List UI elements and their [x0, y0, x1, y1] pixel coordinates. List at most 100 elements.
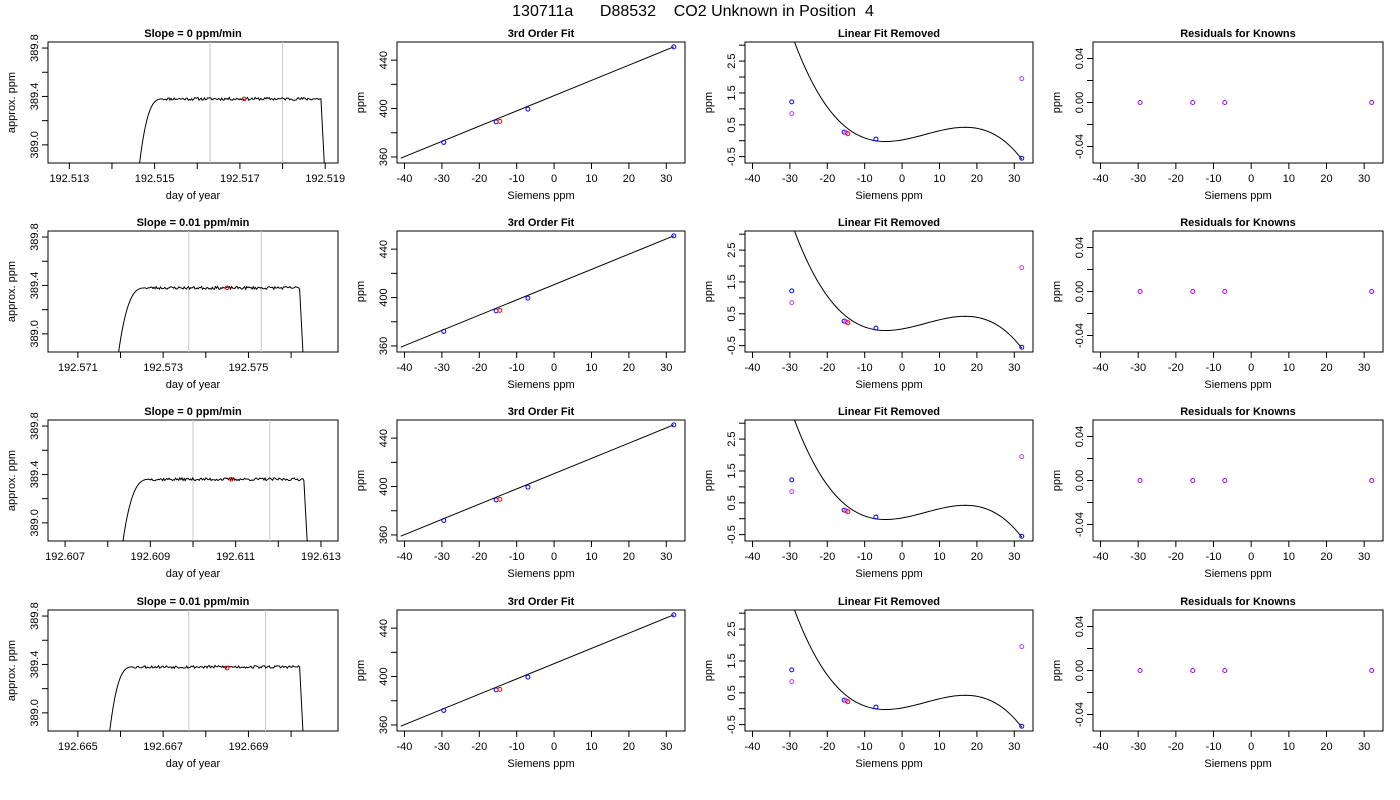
x-tick-label: -20	[819, 741, 835, 753]
panel-title: 3rd Order Fit	[508, 28, 575, 40]
x-tick-label: 192.667	[143, 741, 183, 753]
y-tick-label: 2.5	[726, 53, 738, 68]
y-tick-label: 1.5	[726, 274, 738, 289]
known-point	[441, 517, 447, 523]
plot-frame	[1092, 41, 1384, 164]
plot-area	[1137, 100, 1375, 105]
x-tick-label: -10	[1206, 741, 1222, 753]
x-tick-label: 20	[1320, 173, 1332, 185]
x-tick-label: 10	[1283, 362, 1295, 374]
panel-title: Residuals for Knowns	[1180, 217, 1296, 229]
x-tick-label: 30	[1358, 741, 1370, 753]
x-axis-label: Siemens ppm	[507, 758, 574, 770]
x-tick-label: -20	[1168, 173, 1184, 185]
known-point	[789, 288, 795, 294]
x-tick-label: 192.611	[216, 551, 255, 563]
plot-frame	[396, 609, 686, 732]
panel-2-1: 3rd Order Fit -40 -30 -20 -10 0 10 20 30 360 400 44…	[355, 406, 686, 580]
cubic-fit-curve	[793, 231, 1023, 349]
x-tick-label: 30	[1358, 551, 1370, 563]
y-tick-label: 0.04	[1074, 426, 1086, 447]
y-tick-label: 0.04	[1074, 616, 1086, 637]
x-tick-label: 30	[1008, 173, 1020, 185]
y-tick-label: 2.5	[726, 621, 738, 636]
x-tick-label: 20	[971, 741, 983, 753]
plot-area	[789, 420, 1025, 539]
panel-1-3: Residuals for Knowns -40 -30 -20 -10 0 10 20 30 -…	[1051, 217, 1384, 391]
plot-area	[789, 231, 1025, 350]
y-tick-label: 389.8	[29, 34, 41, 62]
panel-title: Slope = 0 ppm/min	[144, 406, 242, 418]
x-axis-label: Siemens ppm	[855, 379, 922, 391]
x-tick-label: 30	[1358, 173, 1370, 185]
plot-frame	[1092, 230, 1384, 353]
x-tick-label: -20	[819, 173, 835, 185]
known-point	[873, 704, 879, 710]
x-tick-label: -40	[397, 173, 413, 185]
x-tick-label: -40	[1093, 362, 1109, 374]
y-axis-label: approx. ppm	[6, 640, 18, 701]
y-tick-label: 389.0	[29, 699, 41, 727]
x-tick-label: 0	[551, 551, 557, 563]
panel-title: Linear Fit Removed	[838, 217, 940, 229]
x-tick-label: 0	[899, 362, 905, 374]
x-axis-label: Siemens ppm	[855, 568, 922, 580]
y-tick-label: 440	[378, 619, 390, 637]
residual-point	[1369, 668, 1375, 673]
panel-title: Linear Fit Removed	[838, 596, 940, 608]
panel-0-2: Linear Fit Removed -40 -30 -20 -10 0 10 20 30 -0.…	[703, 28, 1034, 202]
x-tick-label: -30	[1130, 173, 1146, 185]
y-tick-label: 2.5	[726, 242, 738, 257]
x-tick-label: 192.515	[135, 173, 175, 185]
known-point	[873, 514, 879, 520]
x-axis-label: Siemens ppm	[855, 758, 922, 770]
y-tick-label: 1.5	[726, 653, 738, 668]
known-point	[671, 44, 677, 50]
x-tick-label: -40	[745, 362, 761, 374]
y-tick-label: 440	[378, 240, 390, 258]
x-tick-label: 192.517	[220, 173, 260, 185]
unknown-point	[497, 307, 503, 313]
x-tick-label: -40	[397, 741, 413, 753]
cubic-fit-curve	[793, 420, 1023, 538]
y-tick-label: -0.04	[1074, 512, 1086, 537]
x-tick-label: 10	[585, 741, 597, 753]
x-tick-label: -40	[397, 362, 413, 374]
panel-title: 3rd Order Fit	[508, 596, 575, 608]
panel-title: Residuals for Knowns	[1180, 406, 1296, 418]
x-tick-label: 10	[585, 362, 597, 374]
ppm-trace	[122, 476, 308, 541]
x-tick-label: 192.575	[229, 362, 269, 374]
x-tick-label: 20	[623, 173, 635, 185]
x-tick-label: -40	[745, 551, 761, 563]
linear-point	[789, 489, 795, 495]
x-tick-label: 192.571	[58, 362, 98, 374]
panel-title: Slope = 0.01 ppm/min	[137, 217, 250, 229]
plot-area	[1137, 668, 1375, 673]
y-axis-label: ppm	[355, 92, 367, 113]
plot-area	[1137, 478, 1375, 483]
cubic-fit-curve	[793, 610, 1023, 728]
x-tick-label: -40	[745, 741, 761, 753]
y-tick-label: 389.4	[29, 461, 41, 489]
x-tick-label: 10	[1283, 173, 1295, 185]
y-tick-label: 389.4	[29, 83, 41, 111]
plot-frame	[47, 41, 339, 164]
figure-title: 130711a D88532 CO2 Unknown in Position 4	[512, 3, 874, 20]
linear-point	[1019, 76, 1025, 82]
x-tick-label: -40	[745, 173, 761, 185]
plot-frame	[1092, 609, 1384, 732]
x-tick-label: -20	[471, 551, 487, 563]
x-tick-label: -40	[1093, 173, 1109, 185]
y-axis-label: ppm	[355, 660, 367, 681]
x-tick-label: 192.613	[301, 551, 341, 563]
x-tick-label: 192.607	[45, 551, 85, 563]
plot-area	[118, 231, 304, 352]
known-point	[1019, 155, 1025, 161]
residual-point	[1222, 478, 1228, 483]
unknown-point	[497, 686, 503, 692]
x-tick-label: -20	[1168, 362, 1184, 374]
plot-area	[400, 612, 677, 727]
panel-title: Residuals for Knowns	[1180, 596, 1296, 608]
y-axis-label: ppm	[1051, 281, 1063, 302]
